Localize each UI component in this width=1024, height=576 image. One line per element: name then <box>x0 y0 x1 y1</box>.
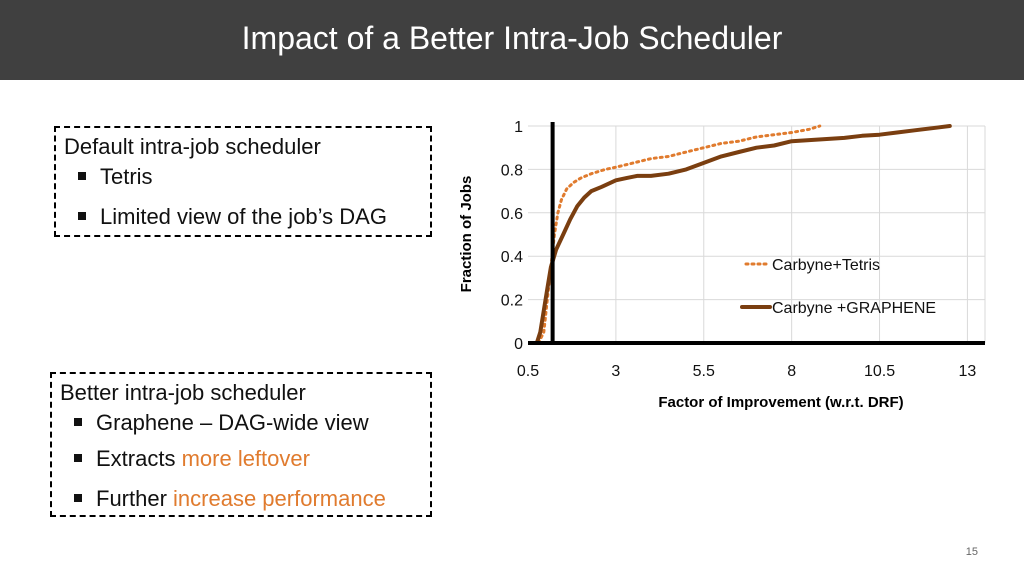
box2-bullet-text: Extracts <box>96 446 182 471</box>
x-tick-label: 3 <box>611 363 620 380</box>
title-bar <box>0 0 1024 80</box>
box1-bullet-text: Tetris <box>100 164 153 189</box>
x-axis-label: Factor of Improvement (w.r.t. DRF) <box>658 394 903 411</box>
highlight-text: more leftover <box>181 446 310 471</box>
box2-bullet-graphene: Graphene – DAG-wide view <box>74 410 369 436</box>
grid-layer <box>528 125 986 343</box>
y-tick-label: 0.2 <box>501 293 523 310</box>
legend-label-tetris: Carbyne+Tetris <box>772 257 880 274</box>
x-tick-label: 13 <box>959 363 977 380</box>
y-axis-label: Fraction of Jobs <box>458 176 475 293</box>
y-tick-label: 0.8 <box>501 162 523 179</box>
box1-bullet-text: Limited view of the job’s DAG <box>100 204 387 229</box>
x-tick-label: 5.5 <box>693 363 715 380</box>
bullet-square-icon <box>74 494 82 502</box>
legend: Carbyne+Tetris Carbyne +GRAPHENE <box>740 257 936 317</box>
x-tick-label: 8 <box>787 363 796 380</box>
axis-layer <box>528 122 985 345</box>
box2-bullet-performance: Further increase performance <box>74 486 386 512</box>
box2-bullet-leftover: Extracts more leftover <box>74 446 310 472</box>
highlight-text: increase performance <box>173 486 386 511</box>
bullet-square-icon <box>74 454 82 462</box>
box1-bullet-dag: Limited view of the job’s DAG <box>78 204 387 230</box>
box1-heading: Default intra-job scheduler <box>64 134 321 159</box>
x-tick-label: 0.5 <box>517 363 539 380</box>
legend-label-graphene: Carbyne +GRAPHENE <box>772 300 936 317</box>
bullet-square-icon <box>78 172 86 180</box>
y-tick-label: 0.4 <box>501 249 523 266</box>
box2-heading: Better intra-job scheduler <box>60 380 306 405</box>
better-scheduler-box: Better intra-job scheduler Graphene – DA… <box>50 372 432 517</box>
box2-bullet-text: Further <box>96 486 174 511</box>
bullet-square-icon <box>78 212 86 220</box>
series-line-graphene <box>534 124 952 345</box>
x-tick-label: 10.5 <box>864 363 895 380</box>
box2-bullet-text: Graphene – DAG-wide view <box>96 410 369 435</box>
y-tick-label: 0.6 <box>501 206 523 223</box>
page-number: 15 <box>965 546 978 558</box>
y-tick-label: 1 <box>514 119 523 136</box>
tick-layer: 00.20.40.60.810.5 3 5.5 8 10.5 13 <box>501 119 977 380</box>
slide-title: Impact of a Better Intra-Job Scheduler <box>241 20 783 56</box>
default-scheduler-box: Default intra-job scheduler Tetris Limit… <box>54 126 432 237</box>
bullet-square-icon <box>74 418 82 426</box>
box1-bullet-tetris: Tetris <box>78 164 153 190</box>
y-tick-label: 0 <box>514 336 523 353</box>
